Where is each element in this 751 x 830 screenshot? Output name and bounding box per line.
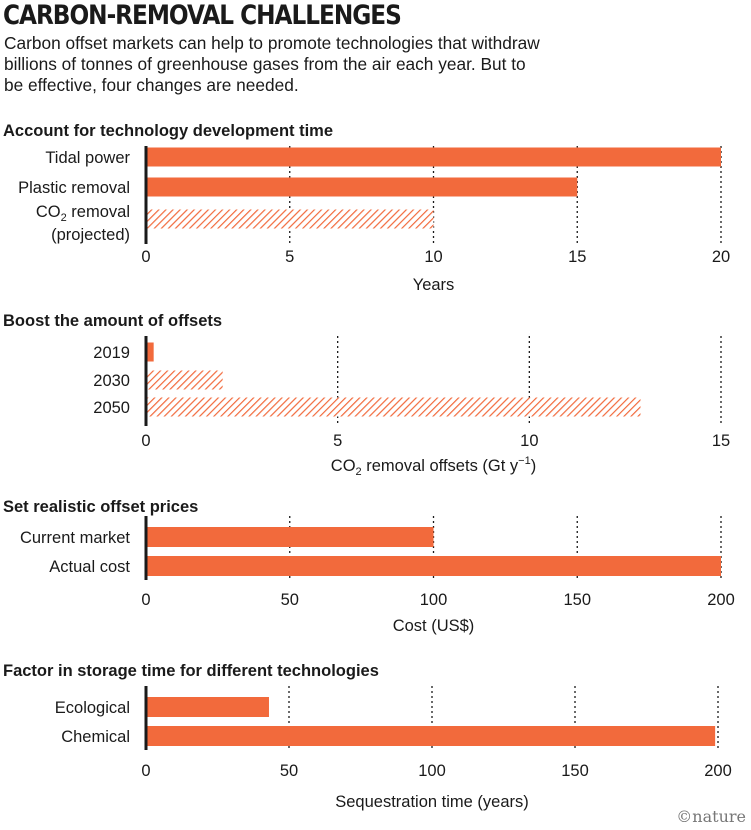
chart-panel-4: Factor in storage time for different tec…	[3, 662, 732, 811]
category-label: Tidal power	[45, 149, 130, 167]
tick-label: 150	[563, 591, 591, 609]
category-label-line2: (projected)	[51, 226, 130, 244]
chart-panel-1: Account for technology development time T…	[3, 122, 730, 294]
chart-panel-3: Set realistic offset prices Current marke…	[3, 498, 735, 635]
chart-title: Account for technology development time	[3, 122, 333, 140]
tick-label: 5	[285, 248, 294, 266]
bar-co2-removal	[146, 209, 434, 229]
tick-label: 0	[141, 591, 150, 609]
tick-label: 15	[568, 248, 586, 266]
chart-title: Set realistic offset prices	[3, 498, 198, 516]
axis-label: Cost (US$)	[393, 617, 475, 635]
category-label: 2019	[93, 344, 130, 362]
page-title: CARBON-REMOVAL CHALLENGES	[3, 0, 402, 31]
bar-chemical	[146, 726, 716, 746]
category-label: Ecological	[55, 699, 130, 717]
nature-logo: ©nature	[676, 807, 746, 826]
axis-label: Years	[413, 276, 455, 294]
page-subtitle: Carbon offset markets can help to promot…	[4, 33, 540, 95]
bar-2019	[146, 342, 154, 362]
category-label: Actual cost	[49, 558, 130, 576]
chart-title: Factor in storage time for different tec…	[3, 662, 379, 680]
category-label: Current market	[20, 529, 130, 547]
bar-current-market	[146, 527, 434, 547]
tick-label: 0	[141, 432, 150, 450]
bar-ecological	[146, 697, 269, 717]
tick-label: 5	[333, 432, 342, 450]
tick-label: 0	[141, 762, 150, 780]
bar-2050	[146, 397, 641, 417]
tick-label: 50	[280, 762, 298, 780]
tick-label: 15	[712, 432, 730, 450]
category-label: 2050	[93, 399, 130, 417]
category-label: CO2 removal	[36, 203, 130, 224]
category-label: 2030	[93, 372, 130, 390]
bar-2030	[146, 370, 223, 390]
tick-label: 0	[141, 248, 150, 266]
tick-label: 100	[418, 762, 446, 780]
tick-label: 100	[420, 591, 448, 609]
tick-label: 150	[561, 762, 589, 780]
axis-label: CO2 removal offsets (Gt y−1)	[331, 455, 536, 478]
tick-label: 10	[424, 248, 442, 266]
tick-label: 10	[520, 432, 538, 450]
axis-label: Sequestration time (years)	[335, 793, 529, 811]
category-label: Plastic removal	[18, 179, 130, 197]
tick-label: 50	[281, 591, 299, 609]
bar-actual-cost	[146, 556, 721, 576]
category-label: Chemical	[61, 728, 130, 746]
bar-plastic-removal	[146, 177, 578, 197]
tick-label: 200	[707, 591, 735, 609]
tick-label: 20	[712, 248, 730, 266]
tick-label: 200	[704, 762, 732, 780]
chart-title: Boost the amount of offsets	[3, 312, 222, 330]
bar-tidal-power	[146, 147, 721, 167]
chart-panel-2: Boost the amount of offsets 2019 2030 2050 0…	[3, 312, 730, 478]
